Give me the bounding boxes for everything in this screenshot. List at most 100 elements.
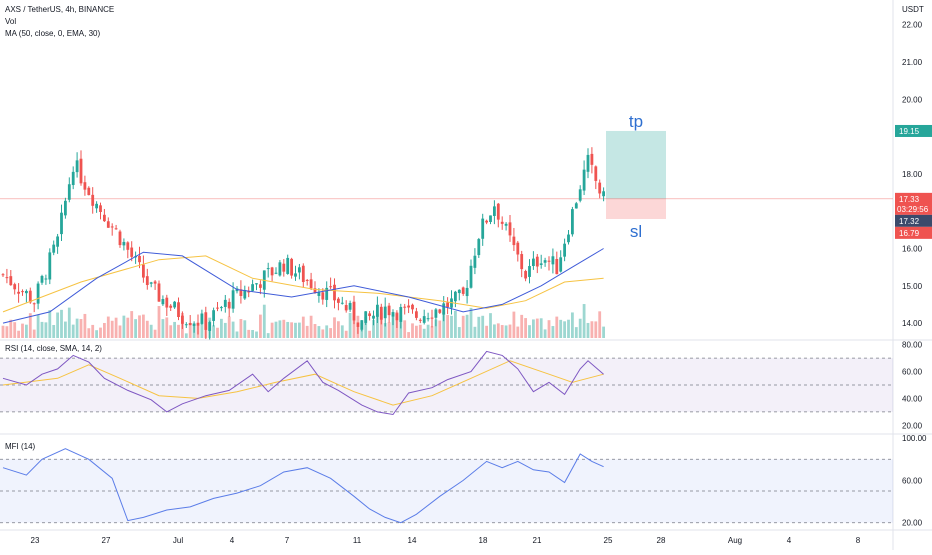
volume-bar bbox=[298, 322, 301, 338]
candle bbox=[520, 254, 524, 270]
volume-bar bbox=[434, 319, 438, 338]
volume-bar bbox=[48, 310, 52, 338]
candle bbox=[212, 310, 215, 321]
candle bbox=[555, 258, 559, 275]
volume-bar bbox=[504, 325, 508, 338]
volume-bar bbox=[32, 329, 36, 338]
candle bbox=[28, 290, 32, 303]
volume-bar bbox=[481, 315, 485, 338]
time-tick-label: 4 bbox=[230, 536, 235, 545]
take-profit-zone[interactable] bbox=[606, 130, 666, 199]
volume-bar bbox=[270, 322, 274, 338]
volume-bar bbox=[372, 319, 375, 338]
volume-bar bbox=[539, 318, 543, 338]
candle bbox=[582, 169, 586, 191]
candle bbox=[220, 307, 223, 309]
candle bbox=[387, 305, 391, 316]
volume-bar bbox=[91, 324, 95, 338]
volume-bar bbox=[418, 324, 422, 338]
candle bbox=[430, 317, 434, 319]
candle bbox=[446, 302, 449, 308]
volume-bar bbox=[391, 314, 395, 338]
volume-bar bbox=[165, 317, 169, 338]
candle bbox=[21, 291, 24, 293]
candle bbox=[461, 287, 465, 294]
volume-bar bbox=[422, 328, 426, 338]
candle bbox=[516, 242, 520, 255]
mfi-legend[interactable]: MFI (14) bbox=[5, 442, 36, 451]
ma-legend[interactable]: MA (50, close, 0, EMA, 30) bbox=[5, 29, 101, 38]
volume-bar bbox=[403, 320, 407, 338]
candle bbox=[118, 231, 122, 246]
candle bbox=[512, 236, 516, 246]
volume-bar bbox=[340, 325, 344, 338]
candle bbox=[477, 239, 481, 256]
volume-bar bbox=[17, 330, 20, 338]
candle bbox=[130, 247, 134, 257]
candle bbox=[247, 291, 251, 293]
volume-bar bbox=[543, 329, 547, 338]
time-tick-label: 27 bbox=[102, 536, 111, 545]
target-price-tag bbox=[895, 124, 932, 137]
symbol-legend[interactable]: AXS / TetherUS, 4h, BINANCE bbox=[5, 5, 115, 14]
time-tick-label: 23 bbox=[31, 536, 40, 545]
volume-bar bbox=[118, 325, 122, 338]
candle bbox=[294, 273, 297, 277]
volume-bar bbox=[294, 322, 297, 338]
volume-bar bbox=[83, 313, 87, 338]
candle bbox=[454, 291, 457, 302]
candle bbox=[286, 257, 290, 274]
volume-bar bbox=[216, 327, 219, 338]
candle bbox=[325, 287, 329, 300]
volume-bar bbox=[134, 319, 137, 338]
stop-loss-zone[interactable] bbox=[606, 198, 666, 220]
candle bbox=[321, 292, 325, 300]
candle bbox=[598, 182, 602, 194]
mfi-tick-label: 60.00 bbox=[902, 476, 923, 485]
candle bbox=[602, 191, 605, 197]
candle bbox=[508, 222, 512, 236]
candle bbox=[578, 189, 582, 201]
candle bbox=[60, 212, 63, 235]
candle bbox=[192, 323, 196, 326]
volume-bar bbox=[586, 322, 590, 338]
volume-bar bbox=[79, 319, 83, 338]
volume-legend[interactable]: Vol bbox=[5, 17, 17, 26]
volume-bar bbox=[60, 309, 63, 338]
volume-bar bbox=[161, 319, 165, 338]
candle bbox=[473, 255, 477, 268]
volume-bar bbox=[282, 319, 286, 338]
volume-bar bbox=[122, 315, 126, 338]
time-tick-label: 18 bbox=[479, 536, 488, 545]
candle bbox=[138, 255, 141, 263]
candle bbox=[563, 243, 566, 257]
last-price-tag-label: 17.33 bbox=[899, 195, 920, 204]
time-tick-label: 4 bbox=[787, 536, 792, 545]
candle bbox=[17, 291, 20, 294]
candle bbox=[415, 311, 418, 318]
price-tick-label: 16.00 bbox=[902, 244, 923, 253]
volume-bar bbox=[145, 320, 149, 338]
candle bbox=[56, 236, 59, 247]
volume-bar bbox=[286, 321, 290, 338]
price-tick-label: 20.00 bbox=[902, 95, 923, 104]
candle bbox=[278, 262, 282, 276]
volume-bar bbox=[274, 321, 278, 338]
volume-bar bbox=[473, 326, 477, 338]
ma-value-tag bbox=[895, 214, 932, 227]
candle bbox=[313, 288, 317, 294]
volume-bar bbox=[383, 323, 387, 338]
volume-bar bbox=[590, 321, 594, 338]
candle bbox=[290, 258, 293, 276]
candle bbox=[543, 260, 547, 263]
volume-bar bbox=[239, 319, 243, 338]
candle bbox=[208, 322, 212, 331]
candle bbox=[223, 299, 227, 307]
candle bbox=[91, 194, 95, 206]
candle bbox=[574, 203, 578, 209]
volume-bar bbox=[457, 327, 461, 338]
rsi-legend[interactable]: RSI (14, close, SMA, 14, 2) bbox=[5, 344, 102, 353]
candle bbox=[379, 306, 383, 320]
candle bbox=[142, 264, 145, 278]
